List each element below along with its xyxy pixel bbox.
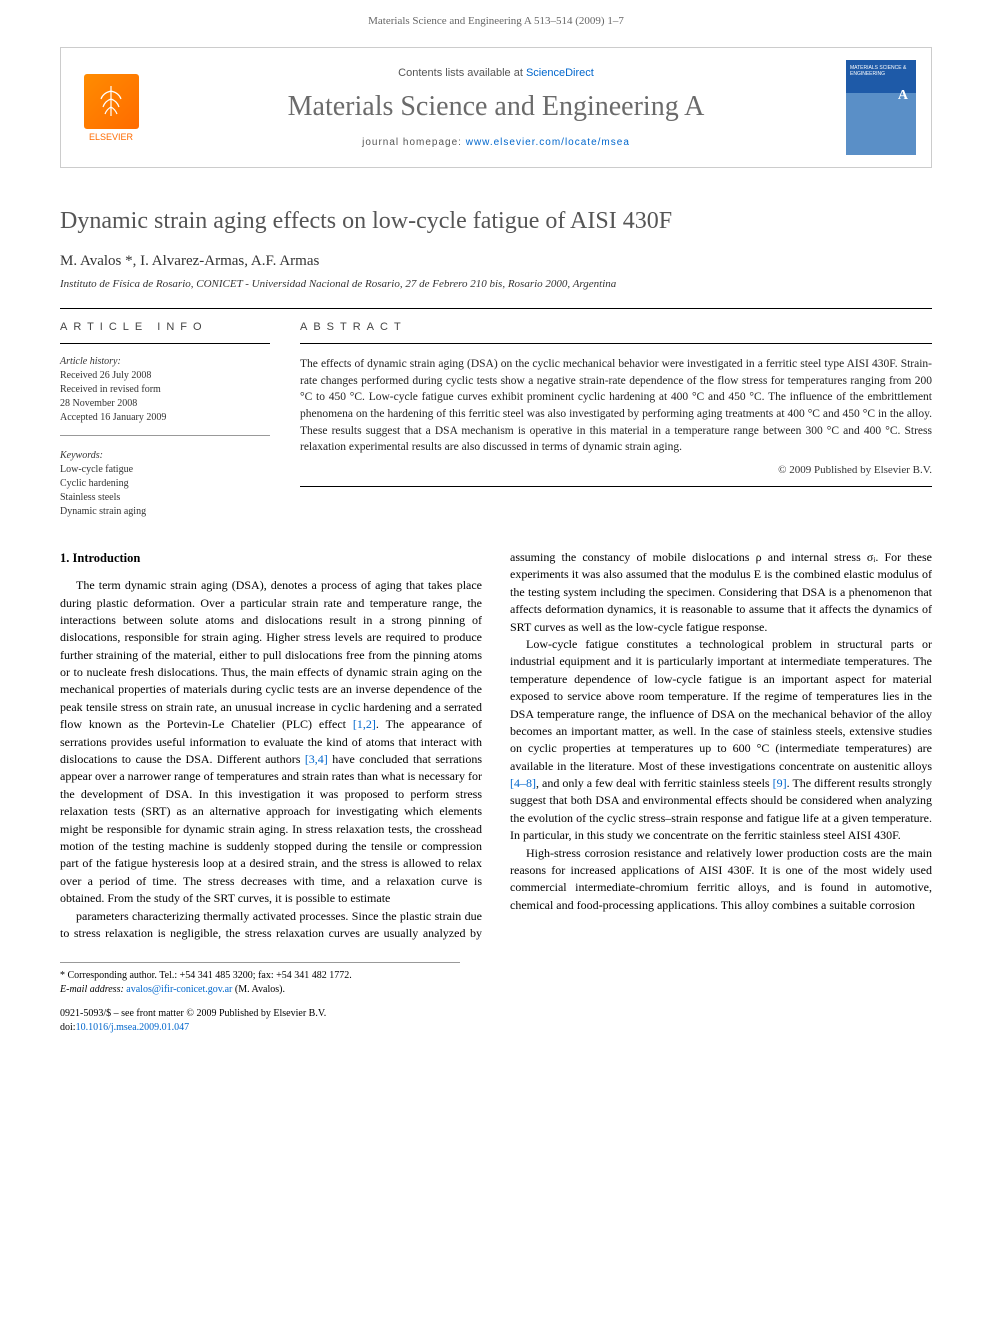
journal-name: Materials Science and Engineering A [146, 91, 846, 123]
elsevier-logo-block: ELSEVIER [76, 74, 146, 142]
running-header: Materials Science and Engineering A 513–… [0, 0, 992, 37]
journal-header-bar: ELSEVIER Contents lists available at Sci… [60, 47, 932, 168]
elsevier-label: ELSEVIER [89, 132, 133, 142]
received-date: Received 26 July 2008 [60, 369, 270, 383]
citation-link-1-2[interactable]: [1,2] [353, 717, 376, 731]
divider-line [60, 308, 932, 309]
abstract-column: ABSTRACT The effects of dynamic strain a… [300, 321, 932, 519]
abstract-copyright: © 2009 Published by Elsevier B.V. [300, 464, 932, 476]
article-history-block: Article history: Received 26 July 2008 R… [60, 356, 270, 436]
keyword-2: Cyclic hardening [60, 477, 270, 491]
issn-line: 0921-5093/$ – see front matter © 2009 Pu… [60, 1007, 932, 1021]
section-heading-intro: 1. Introduction [60, 549, 482, 567]
article-info-label: ARTICLE INFO [60, 321, 270, 333]
article-title: Dynamic strain aging effects on low-cycl… [60, 208, 932, 235]
article-info-column: ARTICLE INFO Article history: Received 2… [60, 321, 270, 519]
contents-prefix: Contents lists available at [398, 67, 526, 79]
abstract-text: The effects of dynamic strain aging (DSA… [300, 356, 932, 456]
elsevier-tree-icon [84, 74, 139, 129]
abstract-label: ABSTRACT [300, 321, 932, 333]
body-paragraph-3: Low-cycle fatigue constitutes a technolo… [510, 636, 932, 845]
body-paragraph-1: The term dynamic strain aging (DSA), den… [60, 577, 482, 907]
article-body: 1. Introduction The term dynamic strain … [60, 549, 932, 942]
footer-block: 0921-5093/$ – see front matter © 2009 Pu… [60, 1007, 932, 1035]
affiliation: Instituto de Física de Rosario, CONICET … [60, 278, 932, 290]
homepage-line: journal homepage: www.elsevier.com/locat… [146, 137, 846, 148]
contents-available-line: Contents lists available at ScienceDirec… [146, 67, 846, 79]
keyword-1: Low-cycle fatigue [60, 463, 270, 477]
doi-link[interactable]: 10.1016/j.msea.2009.01.047 [76, 1022, 190, 1033]
journal-cover-thumbnail [846, 60, 916, 155]
history-label: Article history: [60, 356, 270, 367]
citation-link-4-8[interactable]: [4–8] [510, 776, 536, 790]
email-line: E-mail address: avalos@ifir-conicet.gov.… [60, 983, 460, 997]
revised-line1: Received in revised form [60, 383, 270, 397]
keyword-3: Stainless steels [60, 491, 270, 505]
citation-link-3-4[interactable]: [3,4] [305, 752, 328, 766]
email-label: E-mail address: [60, 984, 126, 995]
doi-label: doi: [60, 1022, 76, 1033]
sciencedirect-link[interactable]: ScienceDirect [526, 67, 594, 79]
corresponding-author-footnote: * Corresponding author. Tel.: +54 341 48… [60, 962, 460, 997]
keywords-block: Keywords: Low-cycle fatigue Cyclic harde… [60, 450, 270, 519]
homepage-prefix: journal homepage: [362, 137, 466, 148]
author-list: M. Avalos *, I. Alvarez-Armas, A.F. Arma… [60, 253, 932, 270]
body-paragraph-4: High-stress corrosion resistance and rel… [510, 845, 932, 915]
email-who: (M. Avalos). [232, 984, 285, 995]
journal-center-block: Contents lists available at ScienceDirec… [146, 67, 846, 148]
homepage-url-link[interactable]: www.elsevier.com/locate/msea [466, 137, 630, 148]
accepted-date: Accepted 16 January 2009 [60, 411, 270, 425]
citation-link-9[interactable]: [9] [773, 776, 787, 790]
doi-line: doi:10.1016/j.msea.2009.01.047 [60, 1021, 932, 1035]
corr-author-line: * Corresponding author. Tel.: +54 341 48… [60, 969, 460, 983]
keywords-label: Keywords: [60, 450, 270, 461]
keyword-4: Dynamic strain aging [60, 505, 270, 519]
info-abstract-row: ARTICLE INFO Article history: Received 2… [60, 321, 932, 519]
email-link[interactable]: avalos@ifir-conicet.gov.ar [126, 984, 232, 995]
article-front-matter: Dynamic strain aging effects on low-cycl… [60, 208, 932, 519]
revised-line2: 28 November 2008 [60, 397, 270, 411]
